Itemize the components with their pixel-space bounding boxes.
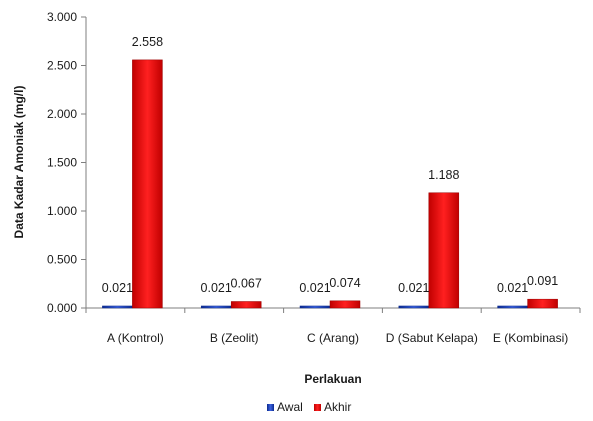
data-label-awal: 0.021 (398, 281, 429, 295)
bar-akhir (230, 301, 262, 309)
data-label-akhir: 0.067 (231, 277, 262, 291)
y-tick-label: 1.500 (47, 156, 77, 170)
y-axis-title: Data Kadar Amoniak (mg/l) (12, 86, 26, 239)
axes: 0.000 0.500 1.000 1.500 2.000 2.500 3.000 A (Ko… (47, 10, 581, 345)
data-label-awal: 0.021 (497, 281, 528, 295)
bars (102, 59, 558, 309)
bar-akhir (527, 298, 558, 309)
x-tick-label: E (Kombinasi) (493, 331, 568, 345)
data-label-akhir: 2.558 (132, 35, 163, 49)
x-tick-label: A (Kontrol) (107, 331, 164, 345)
y-tick-label: 0.000 (47, 301, 77, 315)
bar-akhir (132, 59, 163, 309)
bar-awal (398, 305, 430, 309)
y-tick-label: 2.000 (47, 107, 77, 121)
bar-akhir (329, 300, 361, 309)
x-tick-label: C (Arang) (307, 331, 359, 345)
data-label-akhir: 0.074 (329, 276, 360, 290)
x-axis-title: Perlakuan (304, 372, 361, 386)
legend-swatch-akhir (314, 404, 321, 411)
data-label-akhir: 0.091 (527, 274, 558, 288)
bar-awal (200, 305, 232, 309)
bar-awal (102, 305, 133, 309)
bar-akhir (428, 192, 460, 309)
y-tick-label: 2.500 (47, 59, 77, 73)
legend: Awal Akhir (267, 400, 351, 414)
data-label-akhir: 1.188 (428, 168, 459, 182)
bar-awal (299, 305, 331, 309)
legend-label-awal: Awal (277, 400, 303, 414)
bar-awal (497, 305, 528, 309)
data-label-awal: 0.021 (201, 281, 232, 295)
y-tick-label: 3.000 (47, 10, 77, 24)
y-tick-label: 0.500 (47, 253, 77, 267)
y-tick-label: 1.000 (47, 204, 77, 218)
x-tick-label: D (Sabut Kelapa) (386, 331, 478, 345)
legend-label-akhir: Akhir (324, 400, 351, 414)
data-label-awal: 0.021 (102, 281, 133, 295)
legend-swatch-awal (267, 404, 274, 411)
data-label-awal: 0.021 (299, 281, 330, 295)
x-tick-label: B (Zeolit) (210, 331, 259, 345)
